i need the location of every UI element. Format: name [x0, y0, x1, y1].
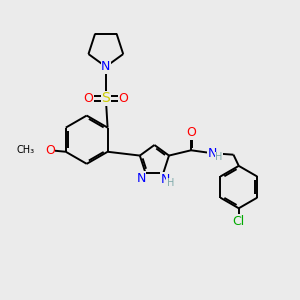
Text: N: N [136, 172, 146, 185]
Text: CH₃: CH₃ [16, 145, 34, 155]
Text: N: N [161, 173, 170, 186]
Text: O: O [186, 126, 196, 139]
Text: H: H [215, 152, 222, 162]
Text: O: O [45, 144, 55, 157]
Text: Cl: Cl [232, 215, 245, 228]
Text: H: H [167, 178, 174, 188]
Text: S: S [101, 92, 110, 106]
Text: O: O [83, 92, 93, 105]
Text: N: N [101, 60, 110, 73]
Text: O: O [118, 92, 128, 105]
Text: N: N [208, 147, 217, 160]
